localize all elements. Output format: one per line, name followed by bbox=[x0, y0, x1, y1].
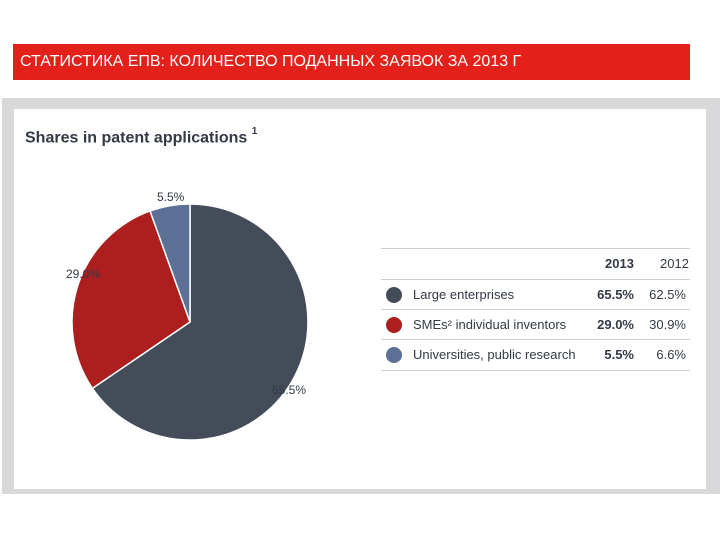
chart-title: Shares in patent applications 1 bbox=[25, 126, 258, 147]
chart-title-footnote: 1 bbox=[251, 126, 258, 137]
legend-dot-universities bbox=[386, 347, 402, 363]
legend-label: SMEs² individual inventors bbox=[413, 317, 567, 332]
value-2012: 62.5% bbox=[649, 287, 686, 302]
slide-title-banner: СТАТИСТИКА ЕПВ: КОЛИЧЕСТВО ПОДАННЫХ ЗАЯВ… bbox=[13, 44, 690, 80]
value-2012: 30.9% bbox=[649, 317, 686, 332]
value-2013: 29.0% bbox=[597, 317, 634, 332]
legend-dot-large-enterprises bbox=[386, 287, 402, 303]
value-2012: 6.6% bbox=[656, 347, 686, 362]
chart-title-text: Shares in patent applications bbox=[25, 129, 248, 147]
column-header-2013: 2013 bbox=[605, 256, 634, 271]
legend-row: Large enterprises 65.5% 62.5% bbox=[381, 279, 690, 310]
column-header-2012: 2012 bbox=[660, 256, 689, 271]
slice-label-universities: 5.5% bbox=[157, 190, 185, 204]
value-2013: 5.5% bbox=[604, 347, 634, 362]
slice-label-smes: 29.0% bbox=[66, 267, 101, 281]
slice-label-large-enterprises: 65.5% bbox=[272, 383, 307, 397]
legend-label: Universities, public research bbox=[413, 347, 576, 362]
legend-table bbox=[381, 248, 690, 371]
legend-row: SMEs² individual inventors 29.0% 30.9% bbox=[381, 309, 690, 340]
pie-slice-large-enterprises bbox=[91, 203, 309, 441]
pie-slice-universities bbox=[149, 203, 191, 323]
pie-slice-smes bbox=[71, 210, 191, 390]
legend-label: Large enterprises bbox=[413, 287, 515, 302]
legend-row: Universities, public research 5.5% 6.6% bbox=[381, 339, 690, 370]
legend-dot-smes bbox=[386, 317, 402, 333]
value-2013: 65.5% bbox=[597, 287, 634, 302]
